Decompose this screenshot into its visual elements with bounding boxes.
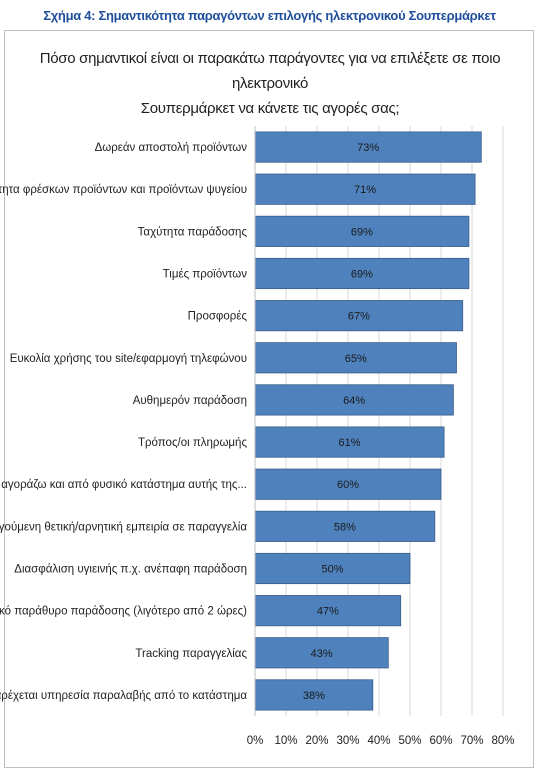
bar [254, 468, 442, 500]
bar [254, 257, 470, 290]
chart-title-line-1: Πόσο σημαντικοί είναι οι παρακάτω παράγο… [39, 50, 501, 92]
category-label: Μικρό χρονικό παράθυρο παράδοσης (λιγότε… [0, 606, 247, 618]
bar [254, 637, 389, 669]
data-label: 50% [321, 564, 343, 576]
bar [254, 679, 374, 711]
category-label: Το αν παρέχεται υπηρεσία παραλαβής από τ… [0, 690, 247, 702]
x-tick-label: 40% [367, 735, 390, 747]
data-label: 61% [339, 437, 361, 449]
category-label: Tracking παραγγελίας [135, 648, 247, 660]
data-label: 38% [303, 690, 325, 702]
category-label: Ευκολία χρήσης του site/εφαρμογή τηλεφών… [10, 353, 247, 365]
x-tick-label: 10% [274, 735, 297, 747]
category-label: Ταχύτητα παράδοσης [138, 226, 248, 238]
category-label: Αυθημερόν παράδοση [133, 395, 247, 407]
data-label: 64% [343, 395, 365, 407]
bar [254, 384, 454, 416]
chart-title-line-2: Σουπερμάρκετ να κάνετε τις αγορές σας; [140, 100, 400, 117]
x-tick-label: 20% [305, 735, 328, 747]
x-tick-label: 30% [336, 735, 359, 747]
data-label: 67% [348, 311, 370, 323]
chart-title: Πόσο σημαντικοί είναι οι παρακάτω παράγο… [20, 46, 520, 121]
data-label: 73% [357, 142, 379, 154]
bar [254, 510, 436, 542]
data-label: 60% [337, 479, 359, 491]
bar [254, 300, 464, 332]
x-tick-label: 70% [460, 735, 483, 747]
data-label: 43% [311, 648, 333, 660]
data-label: 71% [354, 184, 376, 196]
bar [254, 215, 470, 247]
category-label: Δωρεάν αποστολή προϊόντων [95, 142, 248, 154]
category-label: Το αν αγοράζω και από φυσικό κατάστημα α… [0, 479, 247, 491]
data-label: 65% [345, 353, 367, 365]
data-label: 69% [351, 269, 373, 281]
x-tick-label: 60% [429, 735, 452, 747]
bar [254, 426, 445, 458]
data-label: 47% [317, 606, 339, 618]
data-label: 69% [351, 226, 373, 238]
category-label: Ποιότητα φρέσκων προϊόντων και προϊόντων… [0, 184, 247, 196]
x-tick-label: 0% [247, 735, 264, 747]
data-label: 58% [334, 521, 356, 533]
category-label: Προηγούμενη θετική/αρνητική εμπειρία σε … [0, 521, 247, 533]
category-label: Τιμές προϊόντων [163, 269, 248, 281]
figure-caption: Σχήμα 4: Σημαντικότητα παραγόντων επιλογ… [43, 8, 496, 23]
bar [254, 173, 476, 205]
x-tick-label: 80% [491, 735, 514, 747]
category-label: Προσφορές [188, 311, 248, 323]
bar [254, 552, 411, 585]
bar [254, 595, 402, 627]
category-label: Διασφάλιση υγιεινής π.χ. ανέπαφη παράδοσ… [14, 564, 247, 576]
category-label: Τρόπος/οι πληρωμής [138, 437, 247, 449]
x-tick-label: 50% [398, 735, 421, 747]
